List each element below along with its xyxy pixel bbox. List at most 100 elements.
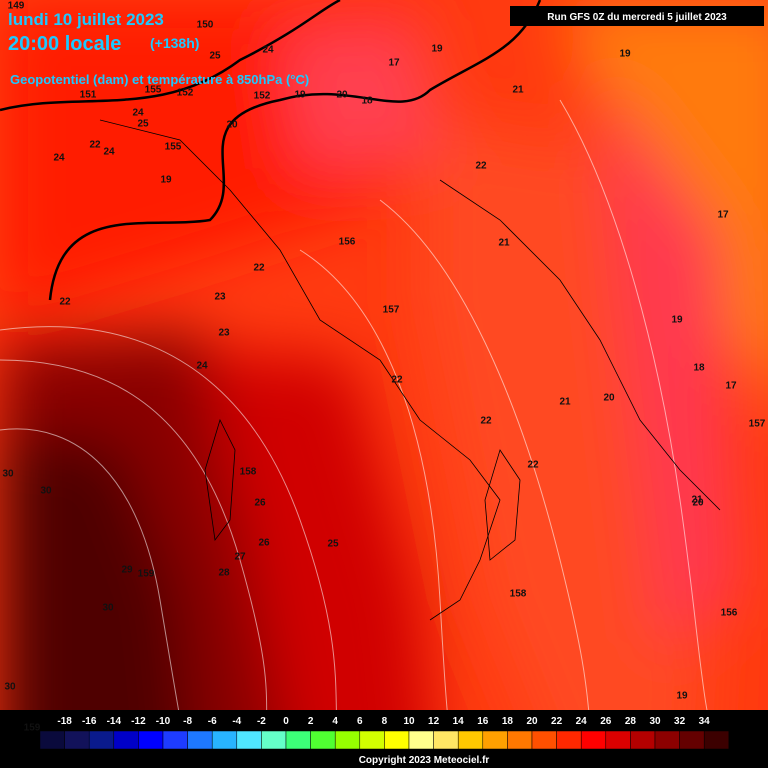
legend-swatch [211, 730, 238, 750]
contour-label: 22 [89, 140, 101, 151]
legend-label: -16 [82, 716, 97, 727]
contour-label: 24 [262, 45, 274, 56]
contour-label: 26 [254, 498, 266, 509]
legend-swatch [654, 730, 680, 750]
legend-swatch [113, 730, 139, 750]
contour-label: 20 [603, 393, 615, 404]
contour-label: 156 [721, 608, 738, 619]
legend-swatch [679, 730, 705, 750]
legend-label: 16 [477, 716, 489, 727]
contour-label: 19 [619, 49, 631, 60]
contour-label: 30 [4, 682, 16, 693]
contour-label: 22 [480, 416, 492, 427]
contour-label: 18 [361, 96, 373, 107]
contour-label: 28 [218, 568, 230, 579]
run-info: Run GFS 0Z du mercredi 5 juillet 2023 [547, 12, 727, 23]
copyright: Copyright 2023 Meteociel.fr [359, 755, 490, 766]
contour-label: 25 [137, 119, 149, 130]
contour-label: 19 [294, 90, 306, 101]
contour-label: 26 [258, 538, 270, 549]
contour-label: 150 [197, 20, 214, 31]
legend-label: 4 [332, 716, 338, 727]
contour-label: 152 [177, 88, 194, 99]
legend-label: -14 [107, 716, 122, 727]
contour-label: 17 [388, 58, 400, 69]
legend-label: 20 [526, 716, 538, 727]
contour-label: 25 [327, 539, 339, 550]
contour-label: 159 [24, 723, 41, 734]
contour-label: 29 [121, 565, 133, 576]
contour-label: 27 [234, 552, 246, 563]
legend-swatch [703, 730, 730, 750]
legend-swatch [334, 730, 361, 750]
legend-label: -2 [257, 716, 266, 727]
contour-label: 24 [132, 108, 144, 119]
contour-label: 20 [226, 120, 238, 131]
legend-label: 30 [649, 716, 661, 727]
contour-label: 22 [527, 460, 539, 471]
legend-label: -10 [156, 716, 171, 727]
contour-label: 23 [218, 328, 230, 339]
legend-swatch [531, 730, 557, 750]
contour-label: 30 [2, 469, 14, 480]
contour-label: 19 [160, 175, 172, 186]
contour-label: 152 [254, 91, 271, 102]
legend-swatch [556, 730, 582, 750]
legend-swatch [408, 730, 434, 750]
run-box [510, 6, 764, 26]
contour-label: 30 [102, 603, 114, 614]
legend-swatch [310, 730, 336, 750]
contour-label: 157 [749, 419, 766, 430]
contour-label: 17 [725, 381, 737, 392]
legend-swatch [39, 730, 65, 750]
title: lundi 10 juillet 2023 [8, 10, 164, 29]
contour-label: 24 [196, 361, 208, 372]
contour-label: 24 [103, 147, 115, 158]
legend-label: 26 [600, 716, 612, 727]
contour-label: 23 [214, 292, 226, 303]
legend-label: 2 [308, 716, 314, 727]
contour-label: 20 [336, 90, 348, 101]
valid-time: 20:00 locale [8, 33, 121, 55]
contour-label: 155 [165, 142, 182, 153]
legend-label: 28 [625, 716, 637, 727]
contour-label: 22 [475, 161, 487, 172]
legend-swatch [580, 730, 607, 750]
legend-label: -12 [131, 716, 146, 727]
legend-swatch [605, 730, 631, 750]
contour-label: 22 [253, 263, 265, 274]
legend-label: 14 [453, 716, 465, 727]
legend-label: 10 [403, 716, 415, 727]
legend-label: 8 [382, 716, 388, 727]
legend-swatch [384, 730, 410, 750]
legend-label: 12 [428, 716, 440, 727]
legend-label: 34 [699, 716, 711, 727]
contour-label: 21 [691, 495, 703, 506]
contour-label: 19 [431, 44, 443, 55]
contour-label: 20 [692, 498, 704, 509]
legend-swatch [285, 730, 311, 750]
legend-swatch [482, 730, 508, 750]
legend-swatch [507, 730, 533, 750]
legend-swatch [88, 730, 115, 750]
contour-label: 158 [240, 467, 257, 478]
legend-label: 22 [551, 716, 563, 727]
legend-label: -4 [232, 716, 241, 727]
legend-label: -6 [208, 716, 217, 727]
legend-swatch [162, 730, 188, 750]
subtitle: Geopotentiel (dam) et température à 850h… [10, 72, 309, 87]
contour-label: 17 [717, 210, 729, 221]
legend-swatch [359, 730, 385, 750]
legend-swatch [630, 730, 656, 750]
contour-label: 156 [339, 237, 356, 248]
contour-label: 25 [209, 51, 221, 62]
legend-swatch [64, 730, 90, 750]
contour-label: 19 [671, 315, 683, 326]
geopotential-lines [0, 0, 542, 301]
contour-label: 22 [391, 375, 403, 386]
legend-label: 24 [576, 716, 588, 727]
legend-label: 18 [502, 716, 514, 727]
legend-swatch [433, 730, 459, 750]
